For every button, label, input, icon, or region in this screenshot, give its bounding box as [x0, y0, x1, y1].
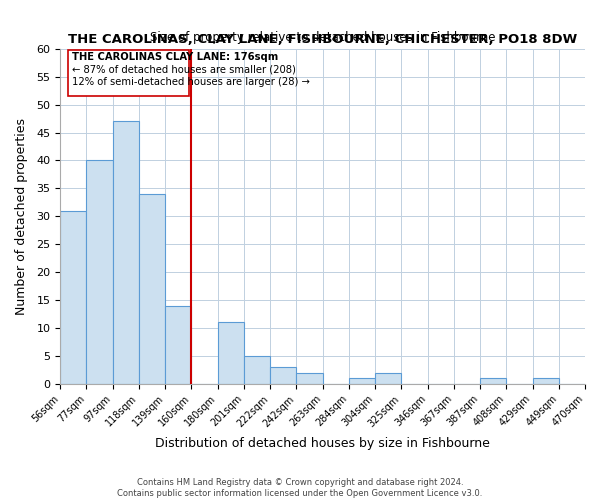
Bar [349, 378, 375, 384]
Bar [270, 367, 296, 384]
Bar [139, 194, 165, 384]
Y-axis label: Number of detached properties: Number of detached properties [15, 118, 28, 315]
Text: 12% of semi-detached houses are larger (28) →: 12% of semi-detached houses are larger (… [72, 78, 310, 88]
Text: Size of property relative to detached houses in Fishbourne: Size of property relative to detached ho… [150, 30, 496, 44]
Title: THE CAROLINAS, CLAY LANE, FISHBOURNE, CHICHESTER, PO18 8DW: THE CAROLINAS, CLAY LANE, FISHBOURNE, CH… [68, 33, 577, 46]
Text: THE CAROLINAS CLAY LANE: 176sqm: THE CAROLINAS CLAY LANE: 176sqm [72, 52, 278, 62]
Text: Contains HM Land Registry data © Crown copyright and database right 2024.
Contai: Contains HM Land Registry data © Crown c… [118, 478, 482, 498]
Bar [533, 378, 559, 384]
Bar [113, 122, 139, 384]
Bar [165, 306, 191, 384]
Bar [60, 211, 86, 384]
FancyBboxPatch shape [68, 50, 189, 96]
Bar [296, 373, 323, 384]
Bar [480, 378, 506, 384]
Text: ← 87% of detached houses are smaller (208): ← 87% of detached houses are smaller (20… [72, 64, 296, 74]
X-axis label: Distribution of detached houses by size in Fishbourne: Distribution of detached houses by size … [155, 437, 490, 450]
Bar [86, 160, 113, 384]
Bar [375, 373, 401, 384]
Bar [218, 322, 244, 384]
Bar [244, 356, 270, 384]
